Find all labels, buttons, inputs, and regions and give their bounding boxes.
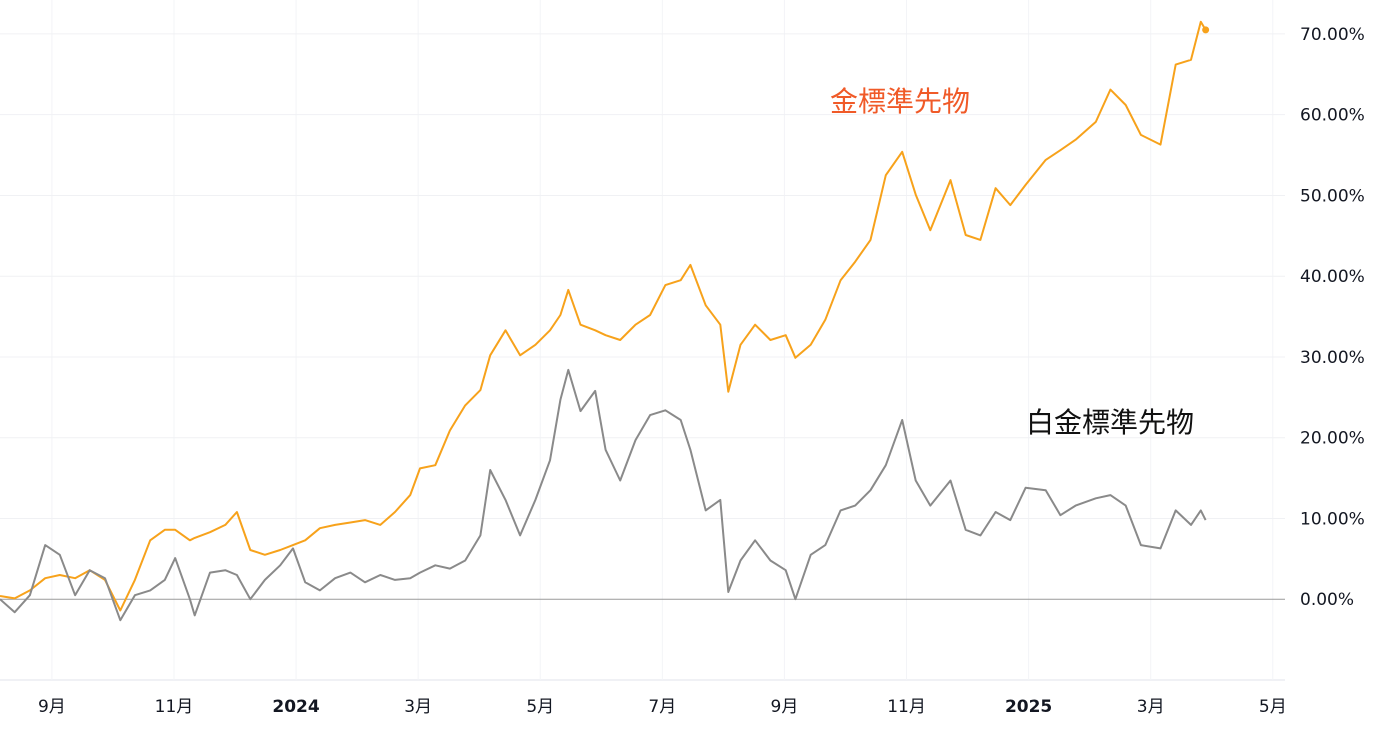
- x-tick-label: 9月: [771, 697, 799, 717]
- line-series: [0, 368, 1207, 622]
- y-tick-label: 40.00%: [1300, 267, 1365, 287]
- x-tick-label: 7月: [648, 697, 676, 717]
- y-tick-label: 0.00%: [1300, 590, 1354, 610]
- x-tick-label: 2024: [272, 697, 319, 717]
- line-series: [0, 20, 1207, 612]
- x-tick-label: 3月: [404, 697, 432, 717]
- x-tick-label: 5月: [526, 697, 554, 717]
- series-label: 金標準先物: [830, 85, 970, 118]
- x-tick-label: 11月: [887, 697, 926, 717]
- x-tick-label: 11月: [155, 697, 194, 717]
- y-tick-label: 50.00%: [1300, 186, 1365, 206]
- x-tick-label: 5月: [1259, 697, 1287, 717]
- y-tick-label: 60.00%: [1300, 106, 1365, 126]
- y-tick-label: 20.00%: [1300, 429, 1365, 449]
- x-tick-label: 2025: [1005, 697, 1052, 717]
- y-tick-label: 30.00%: [1300, 348, 1365, 368]
- series-label: 白金標準先物: [1026, 406, 1194, 439]
- x-tick-label: 9月: [38, 697, 66, 717]
- end-dot: [1202, 26, 1210, 34]
- y-tick-label: 70.00%: [1300, 25, 1365, 45]
- y-tick-label: 10.00%: [1300, 509, 1365, 529]
- x-tick-label: 3月: [1137, 697, 1165, 717]
